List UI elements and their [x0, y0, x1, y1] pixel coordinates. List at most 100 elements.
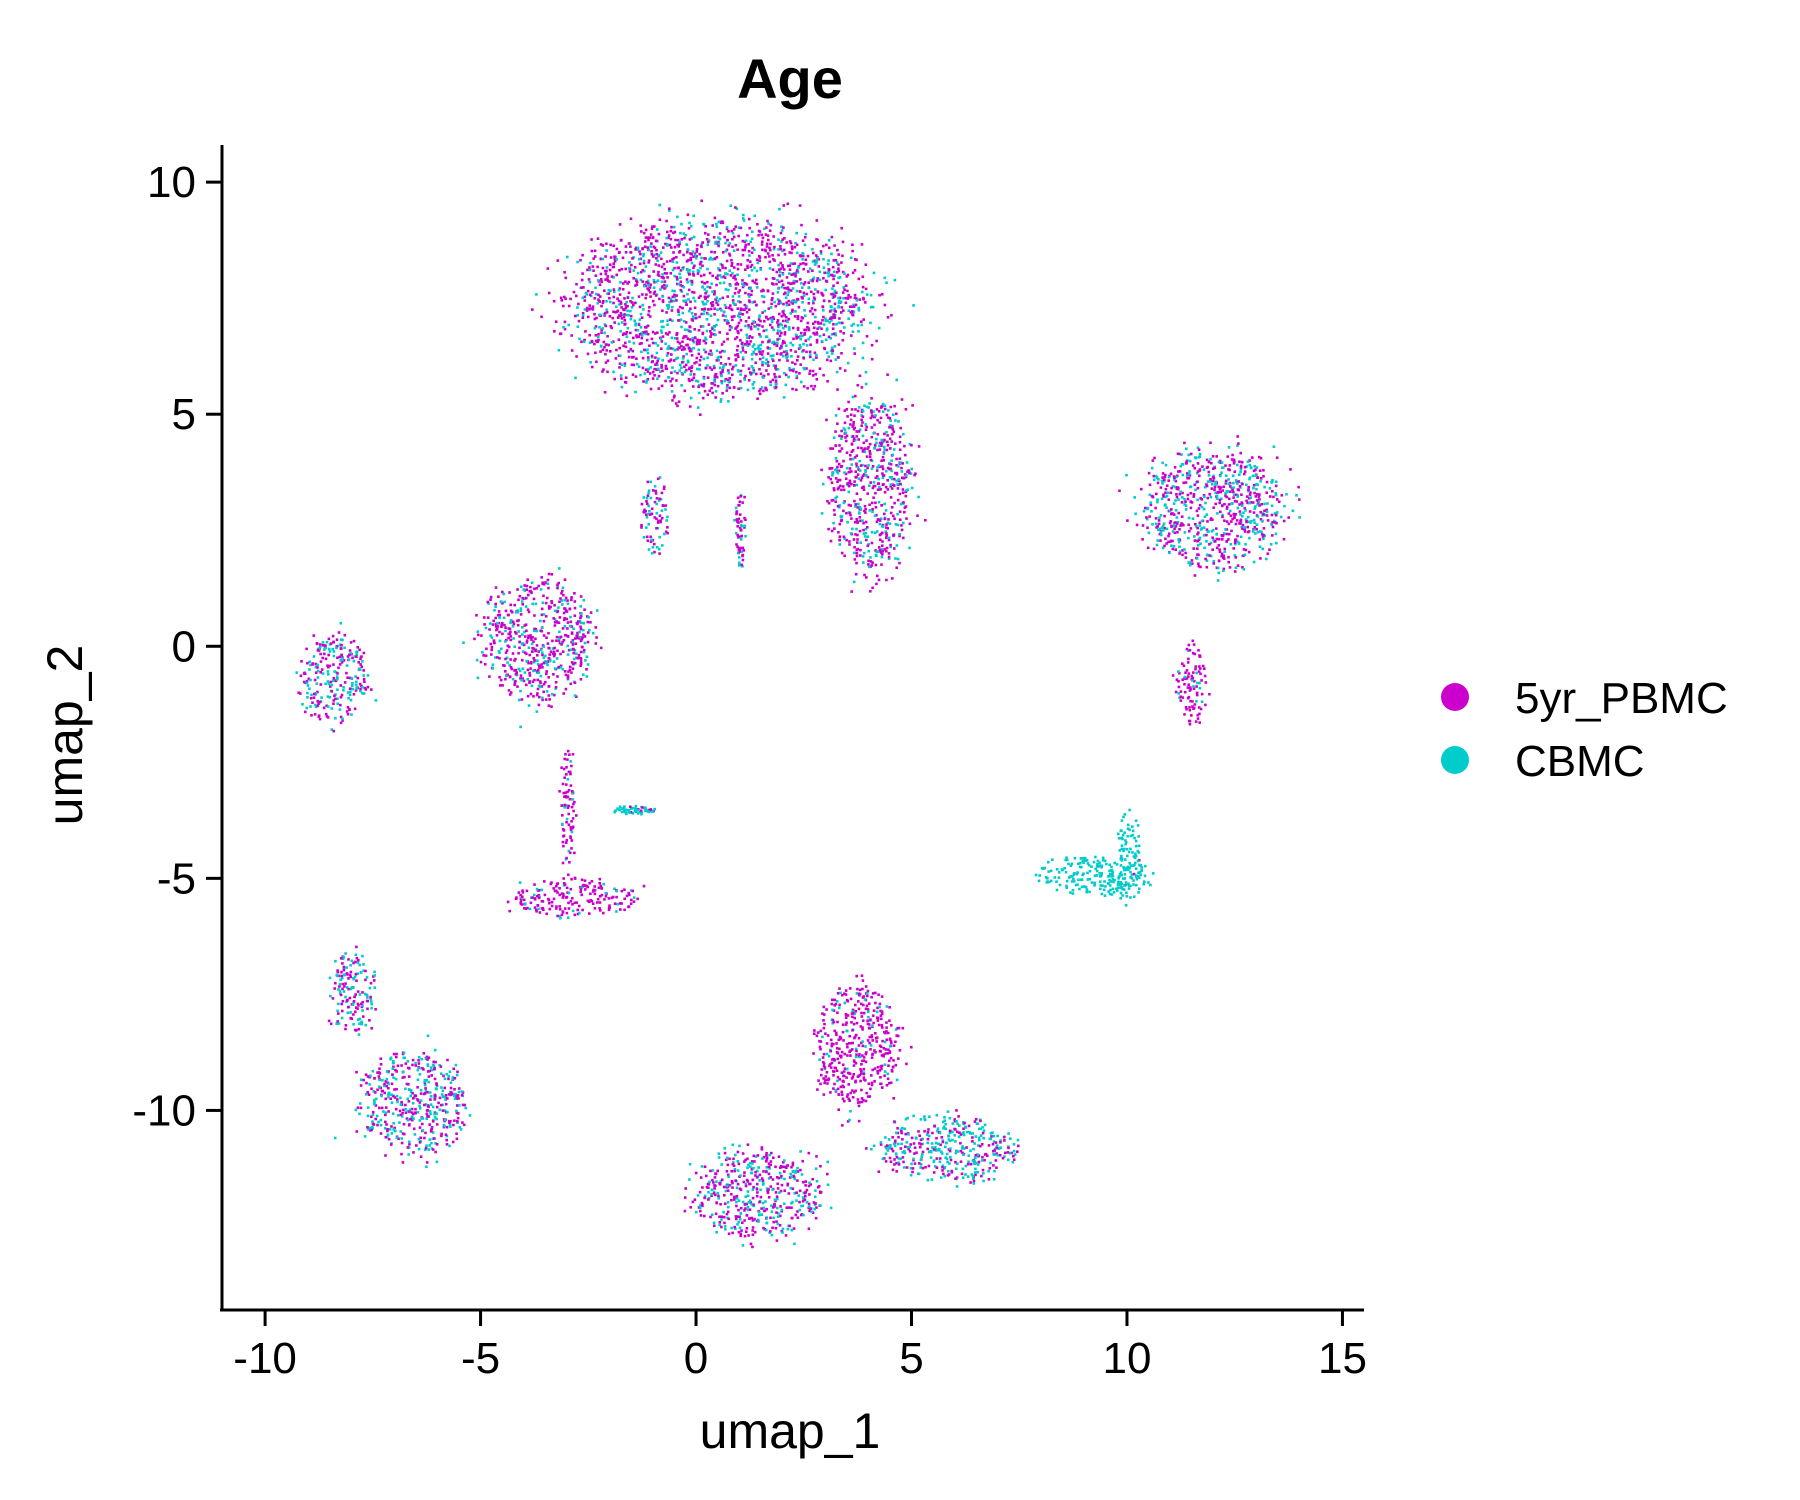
cell-point	[752, 380, 756, 384]
cell-point	[607, 288, 611, 292]
cell-point	[498, 651, 501, 655]
cell-point	[609, 350, 612, 353]
cell-point	[1213, 540, 1217, 543]
cell-point	[535, 910, 538, 913]
cell-point	[619, 374, 623, 377]
cell-point	[576, 314, 580, 317]
cell-point	[625, 305, 628, 308]
cell-point	[689, 330, 692, 333]
cell-point	[894, 523, 898, 526]
cell-point	[1224, 494, 1227, 498]
cell-point	[662, 325, 665, 329]
cell-point	[541, 651, 544, 654]
cell-point	[561, 640, 564, 644]
cell-point	[550, 705, 553, 708]
cell-point	[1209, 441, 1212, 445]
cell-point	[815, 331, 818, 334]
cell-point	[843, 428, 847, 432]
cell-point	[457, 1087, 461, 1090]
cell-point	[577, 620, 580, 624]
cell-point	[830, 467, 834, 470]
cell-point	[1297, 485, 1300, 489]
cell-point	[677, 243, 681, 247]
cell-point	[417, 1056, 421, 1059]
cell-point	[1233, 515, 1236, 518]
cell-point	[312, 634, 316, 637]
cell-point	[1254, 532, 1257, 535]
cell-point	[650, 227, 654, 230]
cell-point	[806, 386, 809, 390]
cell-point	[374, 1104, 378, 1107]
cell-point	[412, 1117, 415, 1120]
cell-point	[601, 257, 604, 261]
cell-point	[1234, 556, 1238, 559]
cell-point	[642, 884, 646, 888]
cell-point	[306, 661, 309, 665]
cell-point	[799, 331, 803, 335]
cell-point	[1246, 501, 1249, 505]
cell-point	[868, 455, 872, 458]
cell-point	[849, 295, 852, 299]
cell-point	[917, 445, 921, 448]
cell-point	[377, 1120, 380, 1124]
cell-point	[876, 448, 879, 452]
cell-point	[553, 604, 556, 607]
cell-point	[905, 517, 908, 520]
cell-point	[504, 670, 507, 673]
cell-point	[660, 280, 664, 284]
cell-point	[533, 893, 536, 897]
cell-point	[430, 1068, 434, 1072]
cell-point	[786, 355, 789, 358]
cell-point	[316, 704, 319, 708]
cell-point	[713, 377, 716, 381]
cell-point	[877, 477, 880, 481]
cell-point	[335, 638, 339, 641]
cell-point	[527, 610, 531, 614]
cell-point	[601, 301, 605, 305]
cell-point	[579, 639, 583, 643]
cell-point	[690, 347, 693, 351]
cell-point	[513, 645, 516, 648]
cell-point	[855, 483, 859, 487]
cell-point	[856, 473, 860, 476]
cell-point	[613, 321, 616, 324]
cell-point	[877, 578, 881, 582]
cell-point	[826, 500, 829, 503]
cell-point	[848, 540, 851, 543]
cell-point	[1233, 499, 1237, 503]
cell-point	[706, 376, 710, 379]
cell-point	[1232, 459, 1236, 463]
cell-point	[423, 1083, 427, 1087]
cell-point	[371, 1113, 375, 1117]
cell-point	[642, 259, 646, 263]
cell-point	[319, 652, 322, 656]
cell-point	[813, 384, 817, 388]
cell-point	[547, 704, 551, 707]
cell-point	[592, 888, 595, 892]
cell-point	[752, 369, 756, 372]
cell-point	[822, 315, 825, 319]
cell-point	[313, 678, 317, 682]
cell-point	[1223, 502, 1226, 506]
cell-point	[582, 884, 586, 887]
cell-point	[673, 230, 677, 234]
cell-point	[536, 904, 539, 907]
cell-point	[815, 341, 819, 344]
cell-point	[1252, 528, 1256, 531]
cell-point	[599, 272, 603, 276]
cell-point	[816, 320, 820, 324]
cell-point	[837, 321, 841, 325]
cell-point	[672, 257, 676, 260]
cell-point	[690, 369, 693, 373]
cell-point	[719, 221, 723, 225]
cell-point	[511, 652, 515, 655]
cell-point	[1254, 505, 1257, 508]
cell-point	[509, 630, 512, 634]
cell-point	[1175, 495, 1179, 499]
cell-point	[599, 909, 602, 912]
cell-point	[397, 1137, 400, 1141]
cell-point	[491, 663, 495, 666]
cell-point	[327, 665, 330, 669]
cell-point	[791, 343, 795, 347]
cell-point	[1173, 531, 1177, 535]
